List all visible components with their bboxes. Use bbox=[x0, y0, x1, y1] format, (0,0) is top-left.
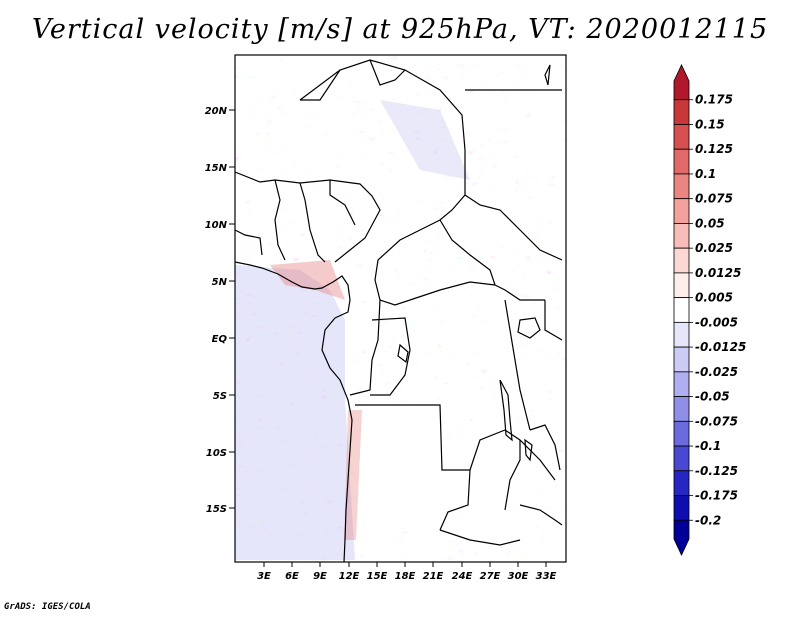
colorbar-label: 0.15 bbox=[695, 117, 725, 131]
coast-shading-red bbox=[270, 260, 345, 300]
colorbar-segment bbox=[673, 396, 690, 422]
lat-label: 10N bbox=[205, 220, 228, 231]
colorbar-segment bbox=[673, 445, 690, 472]
sahara-north-shading bbox=[380, 100, 470, 180]
colorbar-label: 0.125 bbox=[695, 142, 733, 156]
colorbar-segment bbox=[673, 321, 690, 348]
lon-labels: 3E 6E 9E 12E 15E 18E 21E 24E 27E 30E 33E bbox=[257, 571, 556, 582]
lon-label: 3E bbox=[257, 571, 271, 582]
colorbar-segment bbox=[673, 272, 690, 299]
lat-label: 20N bbox=[205, 106, 228, 117]
masked-terrain-angola-zambia bbox=[355, 405, 520, 535]
lon-label: 12E bbox=[339, 571, 360, 582]
colorbar: 0.175 0.15 0.125 0.1 0.075 0.05 0.025 0.0125 0.0… bbox=[673, 64, 746, 556]
colorbar-label: 0.005 bbox=[695, 291, 733, 305]
colorbar-label: -0.005 bbox=[695, 315, 738, 329]
colorbar-label: -0.2 bbox=[695, 513, 721, 527]
colorbar-segment bbox=[673, 148, 690, 175]
lon-label: 24E bbox=[452, 571, 473, 582]
coast-shading-angola bbox=[344, 410, 362, 540]
colorbar-label: 0.075 bbox=[695, 192, 733, 206]
lon-label: 30E bbox=[508, 571, 529, 582]
colorbar-segment bbox=[673, 297, 690, 323]
map-figure: 20N 15N 10N 5N EQ 5S 10S 15S 3E 6E 9E 12… bbox=[205, 54, 746, 582]
lon-label: 15E bbox=[367, 571, 388, 582]
colorbar-segment bbox=[673, 519, 690, 556]
colorbar-segment bbox=[673, 198, 690, 224]
colorbar-segment bbox=[673, 495, 690, 521]
lon-label: 18E bbox=[395, 571, 416, 582]
colorbar-segment bbox=[673, 371, 690, 397]
gulf-of-guinea-shading bbox=[235, 265, 355, 560]
colorbar-segment bbox=[673, 173, 690, 200]
masked-terrain-central bbox=[440, 300, 475, 345]
lon-label: 9E bbox=[313, 571, 327, 582]
lon-label: 33E bbox=[536, 571, 557, 582]
colorbar-label: -0.075 bbox=[695, 414, 738, 428]
lat-labels: 20N 15N 10N 5N EQ 5S 10S 15S bbox=[205, 106, 228, 515]
lat-label: EQ bbox=[212, 334, 228, 345]
colorbar-segment bbox=[673, 470, 690, 496]
colorbar-label: 0.1 bbox=[695, 167, 716, 181]
colorbar-label: 0.05 bbox=[695, 216, 725, 230]
lat-label: 15S bbox=[206, 504, 227, 515]
colorbar-label: -0.125 bbox=[695, 464, 738, 478]
lon-ticks bbox=[263, 562, 547, 567]
colorbar-label: -0.05 bbox=[695, 390, 730, 404]
lat-ticks bbox=[229, 109, 235, 509]
colorbar-label: 0.0125 bbox=[695, 266, 741, 280]
lon-label: 6E bbox=[285, 571, 299, 582]
lon-label: 21E bbox=[423, 571, 444, 582]
colorbar-segment bbox=[673, 99, 690, 125]
colorbar-segment bbox=[673, 346, 690, 373]
chart-title: Vertical velocity [m/s] at 925hPa, VT: 2… bbox=[31, 14, 769, 45]
colorbar-label: -0.025 bbox=[695, 365, 738, 379]
lat-label: 5S bbox=[213, 391, 227, 402]
lat-label: 5N bbox=[212, 277, 228, 288]
colorbar-label: 0.025 bbox=[695, 241, 733, 255]
colorbar-segment bbox=[673, 64, 690, 101]
country-borders bbox=[235, 59, 563, 562]
footer-credit: GrADS: IGES/COLA bbox=[4, 602, 91, 612]
colorbar-label: 0.175 bbox=[695, 93, 733, 107]
colorbar-segment bbox=[673, 223, 690, 249]
map-frame bbox=[234, 54, 567, 563]
colorbar-segment bbox=[673, 247, 690, 274]
colorbar-segment bbox=[673, 420, 690, 447]
colorbar-segment bbox=[673, 124, 690, 150]
lon-label: 27E bbox=[480, 571, 501, 582]
lat-label: 10S bbox=[206, 448, 227, 459]
lat-label: 15N bbox=[205, 163, 228, 174]
colorbar-label: -0.0125 bbox=[695, 340, 746, 354]
colorbar-label: -0.1 bbox=[695, 439, 721, 453]
colorbar-label: -0.175 bbox=[695, 489, 738, 503]
